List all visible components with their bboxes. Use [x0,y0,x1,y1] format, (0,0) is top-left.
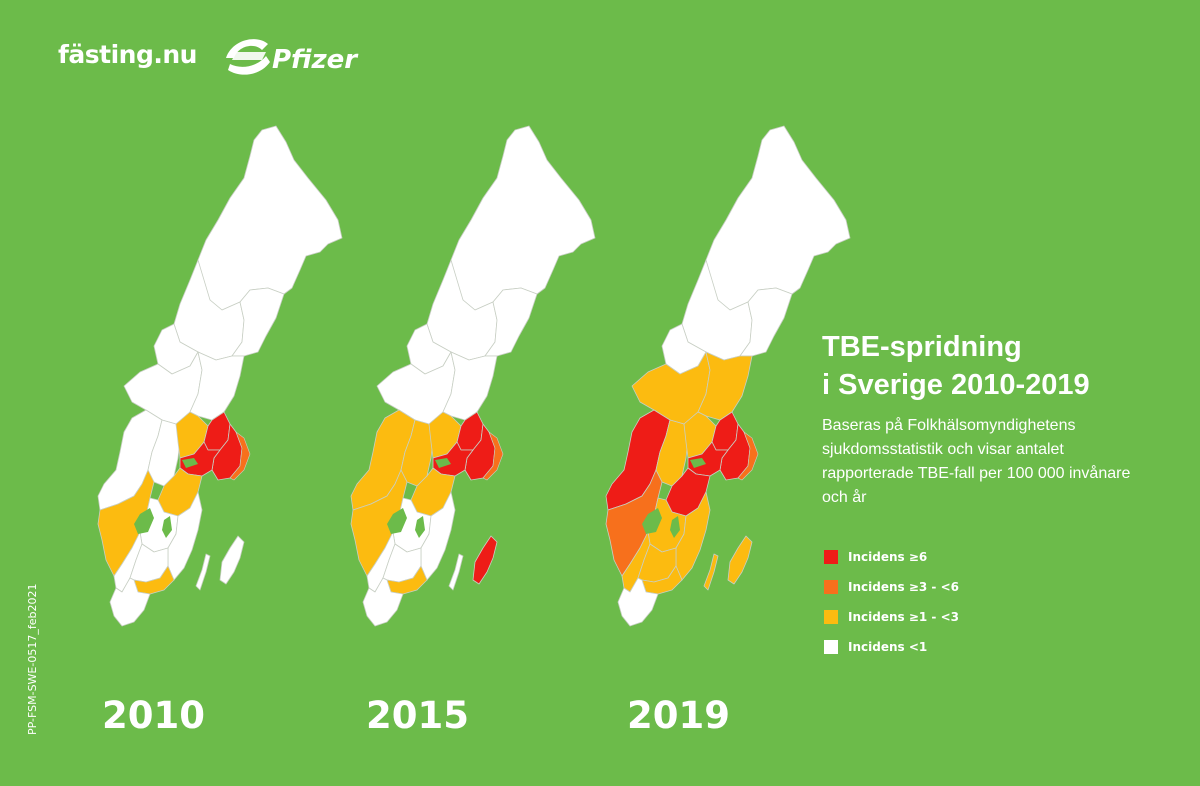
sweden-map-svg [97,125,343,627]
region-kalmar [675,491,711,581]
region-oland [195,553,211,591]
sweden-map-2015 [347,120,597,660]
sweden-map-svg [350,125,596,627]
map-title: TBE-spridning i Sverige 2010-2019 [822,328,1182,404]
legend-item-low: Incidens ≥1 - <3 [824,602,959,632]
lake-2 [415,516,425,538]
region-vasternorrland [484,287,538,357]
lake-3 [435,458,451,468]
legend: Incidens ≥6 Incidens ≥3 - <6 Incidens ≥1… [824,542,959,662]
fasting-logo: fästing.nu [58,40,197,69]
sweden-map-2010 [94,120,344,660]
legend-item-high: Incidens ≥6 [824,542,959,572]
region-skane [617,577,659,627]
pfizer-logo: Pfizer [222,30,362,86]
region-north [705,125,851,311]
region-vasternorrland [231,287,285,357]
year-label-2010: 2010 [102,694,205,737]
sweden-map-svg [605,125,851,627]
region-stockholm-coast [737,431,759,481]
region-stockholm-coast [482,431,504,481]
legend-swatch-high [824,550,838,564]
title-line-2: i Sverige 2010-2019 [822,369,1090,401]
legend-label-none: Incidens <1 [848,640,928,654]
region-gotland [727,535,753,585]
lake-1 [642,508,662,534]
region-oland [703,553,719,591]
lake-3 [182,458,198,468]
svg-text:Pfizer: Pfizer [272,45,359,75]
lake-2 [670,516,680,538]
region-vasternorrland [739,287,793,357]
region-oland [448,553,464,591]
region-gotland [219,535,245,585]
lake-3 [690,458,706,468]
region-north [197,125,343,311]
lake-1 [134,508,154,534]
region-kalmar [167,491,203,581]
region-stockholm-coast [229,431,251,481]
region-skane [109,577,151,627]
sweden-map-2019 [602,120,852,660]
region-gotland [472,535,498,585]
lake-1 [387,508,407,534]
title-line-1: TBE-spridning [822,331,1022,363]
legend-item-medium: Incidens ≥3 - <6 [824,572,959,602]
legend-swatch-low [824,610,838,624]
legend-label-high: Incidens ≥6 [848,550,928,564]
legend-label-medium: Incidens ≥3 - <6 [848,580,959,594]
lake-2 [162,516,172,538]
map-description: Baseras på Folkhälsomyndighetens sjukdom… [822,417,1131,506]
legend-item-none: Incidens <1 [824,632,959,662]
region-skane [362,577,404,627]
document-code: PP-FSM-SWE-0517_feb2021 [26,583,39,735]
legend-swatch-medium [824,580,838,594]
year-label-2015: 2015 [366,694,469,737]
legend-swatch-none [824,640,838,654]
legend-label-low: Incidens ≥1 - <3 [848,610,959,624]
region-north [450,125,596,311]
year-label-2019: 2019 [627,694,730,737]
region-kalmar [420,491,456,581]
